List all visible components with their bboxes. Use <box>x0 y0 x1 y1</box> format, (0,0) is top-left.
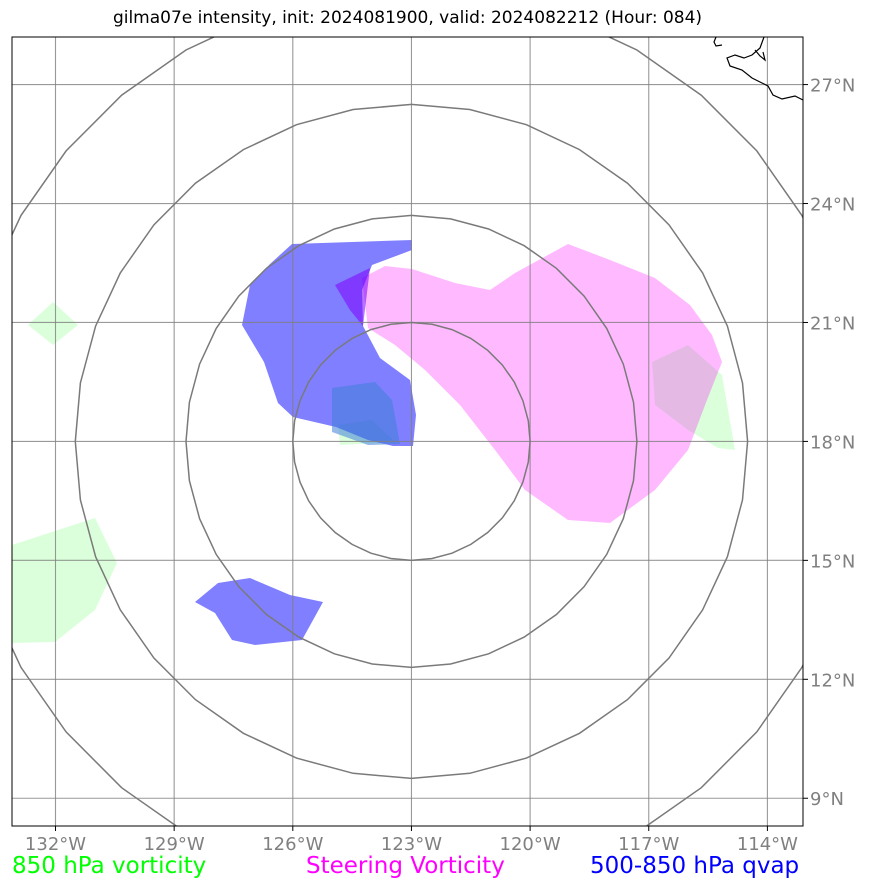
legend-qvap: 500-850 hPa qvap <box>590 853 800 879</box>
steering-vorticity-region <box>362 244 722 523</box>
vorticity-850-region <box>652 345 735 450</box>
lon-tick-label: 132°W <box>25 834 86 855</box>
range-ring <box>185 214 638 669</box>
qvap-vorticity-overlap-region <box>332 382 400 445</box>
lon-tick-label: 117°W <box>618 834 679 855</box>
legend-steering-vorticity: Steering Vorticity <box>306 853 505 879</box>
qvap-layer <box>195 240 416 645</box>
lon-tick-label: 123°W <box>381 834 442 855</box>
lat-tick-label: 21°N <box>810 313 855 334</box>
axis-ticks: 132°W 129°W 126°W 123°W 120°W 117°W 114°W 27°N 2… <box>25 76 855 855</box>
lat-tick-label: 24°N <box>810 195 855 216</box>
vorticity-850-layer <box>12 302 735 643</box>
vorticity-850-region <box>12 518 117 643</box>
coastline-segment <box>726 37 803 101</box>
lat-tick-label: 18°N <box>810 432 855 453</box>
qvap-region <box>195 578 323 645</box>
coastline <box>713 37 803 101</box>
lat-tick-label: 9°N <box>810 789 844 810</box>
qvap-steering-overlap-region <box>335 268 370 326</box>
steering-vorticity-layer <box>362 244 722 523</box>
lon-tick-label: 126°W <box>262 834 323 855</box>
range-ring <box>292 321 531 562</box>
lon-tick-label: 114°W <box>737 834 798 855</box>
coastline-segment <box>713 37 723 47</box>
lat-tick-label: 12°N <box>810 670 855 691</box>
range-ring <box>74 103 749 780</box>
plot-frame <box>11 36 804 827</box>
lat-tick-label: 27°N <box>810 76 855 97</box>
vorticity-850-region <box>28 302 78 345</box>
gridlines <box>12 37 803 826</box>
legend-850-vorticity: 850 hPa vorticity <box>12 853 207 879</box>
lat-tick-label: 15°N <box>810 551 855 572</box>
coastline-segment <box>754 49 767 62</box>
lon-tick-label: 120°W <box>500 834 561 855</box>
map-title: gilma07e intensity, init: 2024081900, va… <box>112 8 703 28</box>
lon-tick-label: 129°W <box>144 834 205 855</box>
